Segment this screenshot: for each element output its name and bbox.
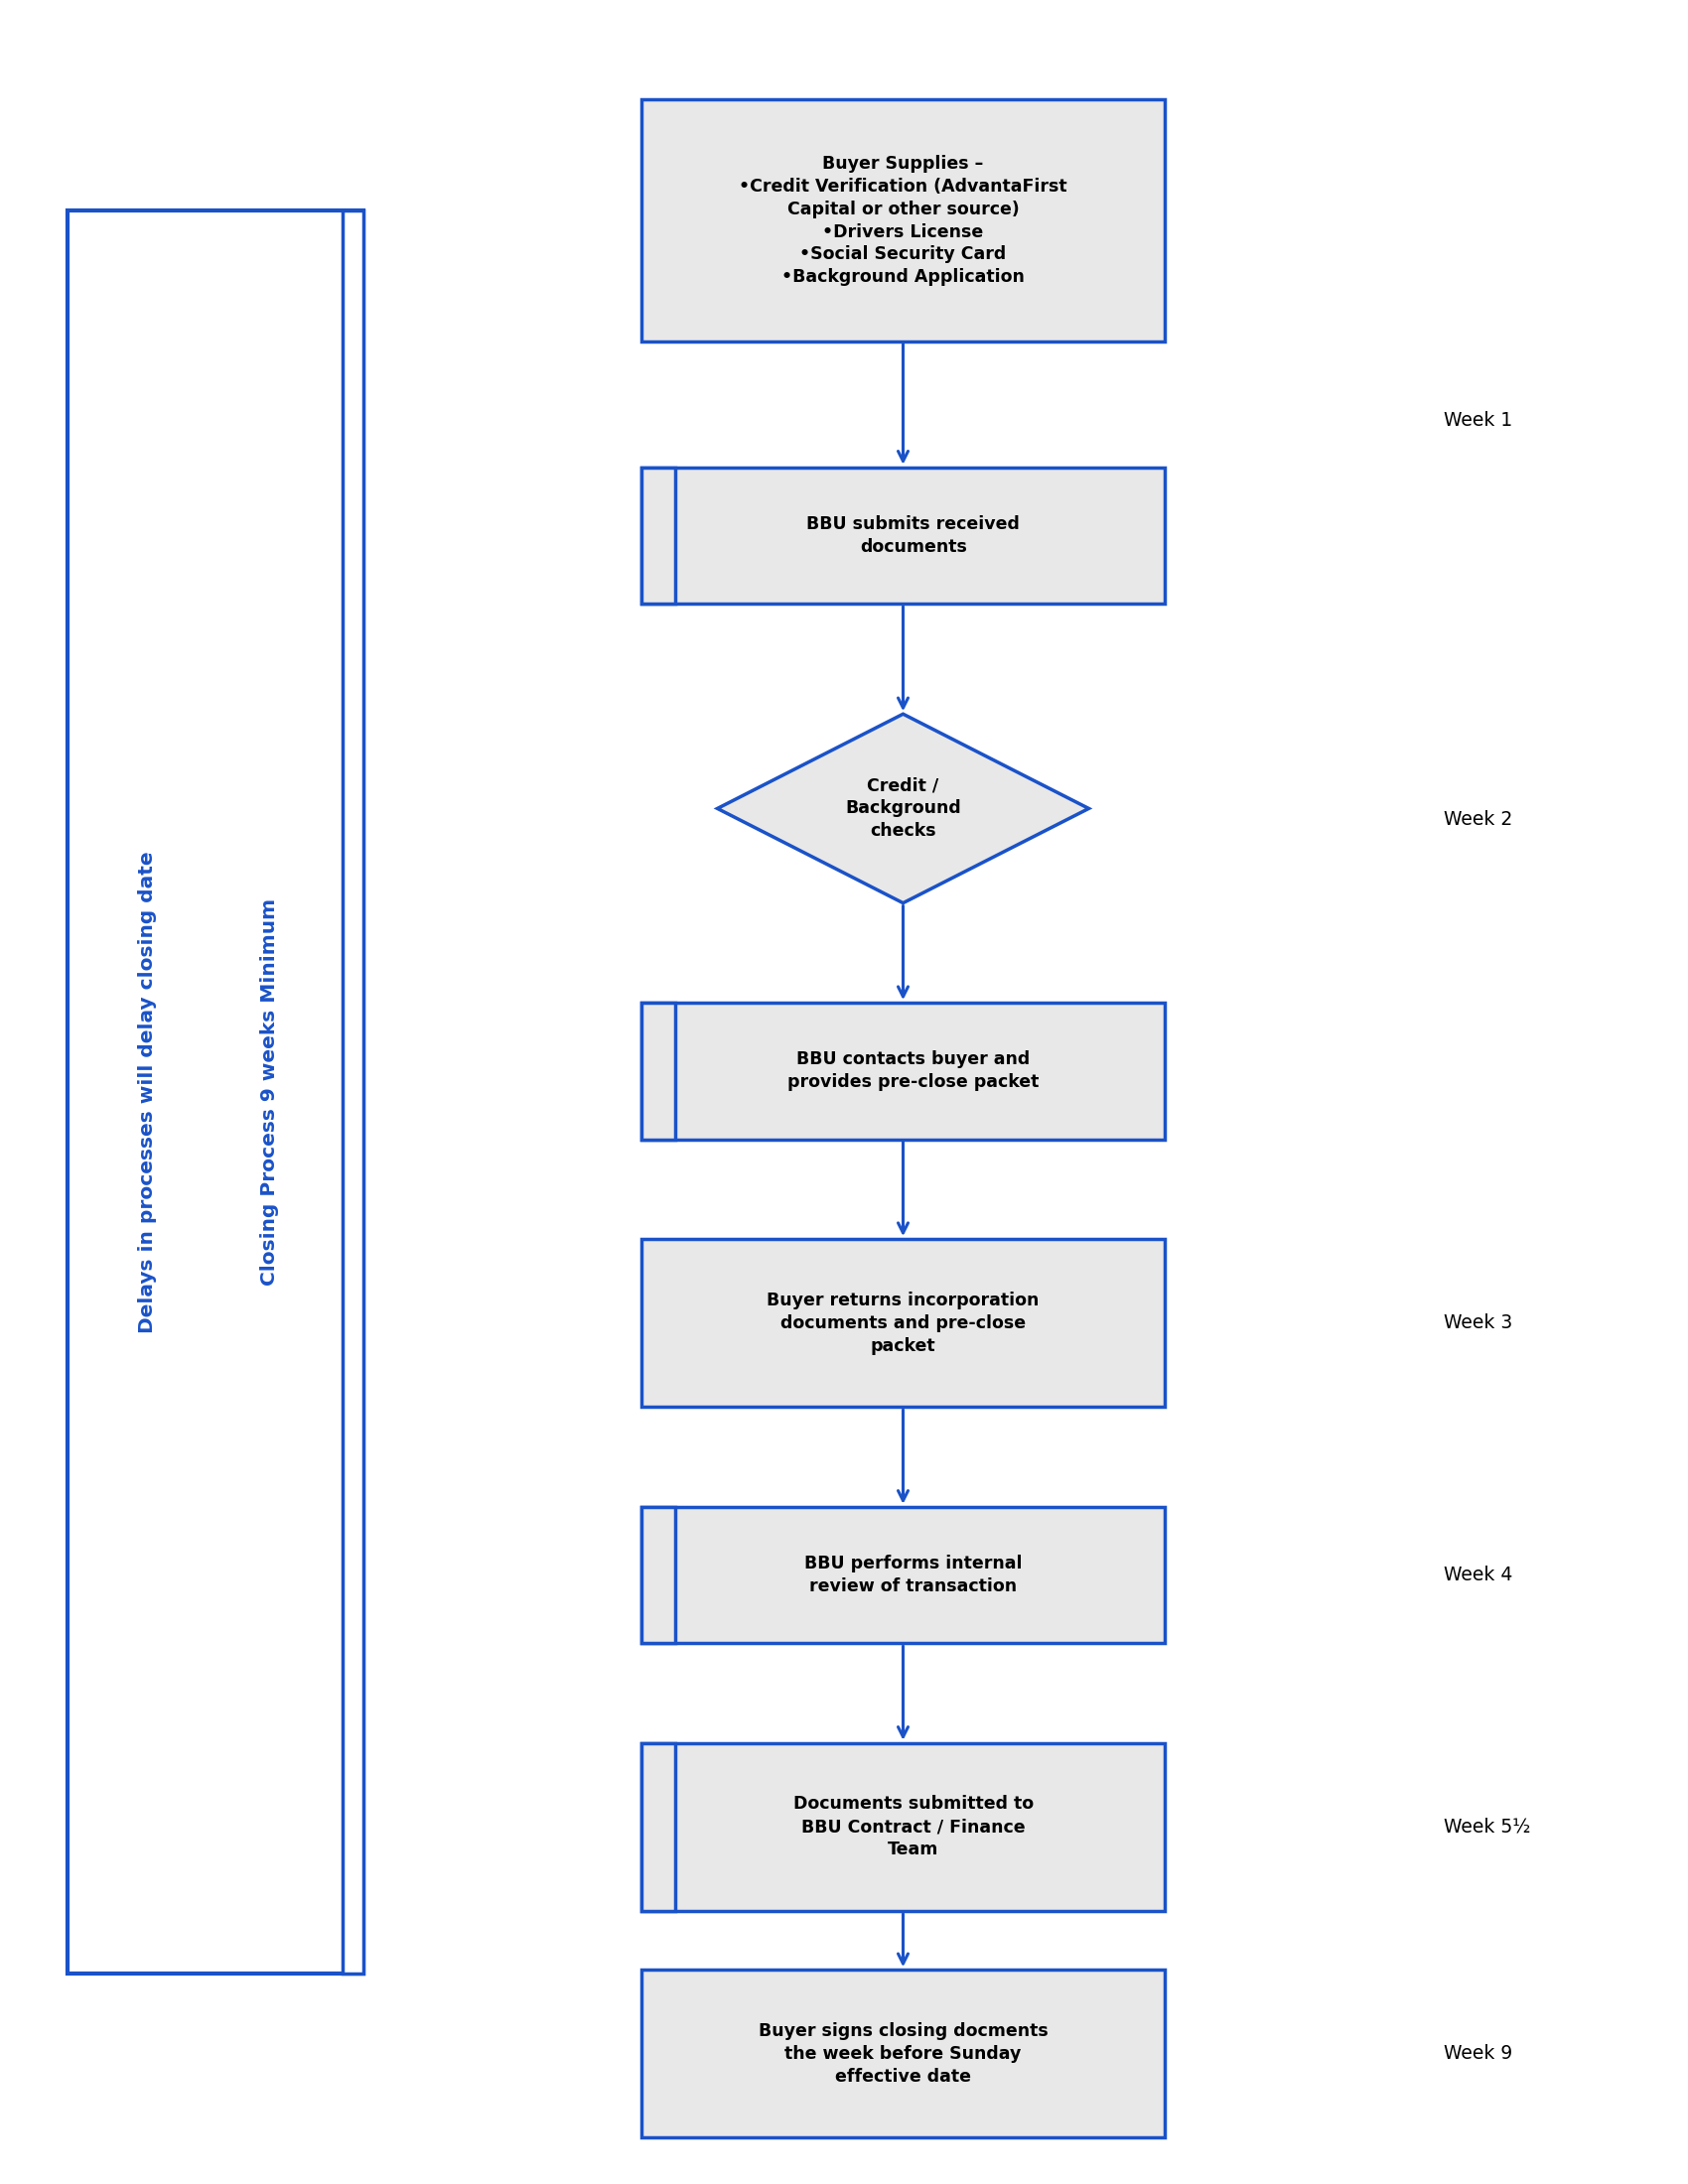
- FancyBboxPatch shape: [343, 210, 363, 1974]
- FancyBboxPatch shape: [641, 467, 675, 603]
- FancyBboxPatch shape: [641, 1507, 1165, 1642]
- FancyBboxPatch shape: [641, 467, 1165, 603]
- FancyBboxPatch shape: [641, 1507, 675, 1642]
- Text: Credit /
Background
checks: Credit / Background checks: [846, 778, 960, 841]
- Text: BBU contacts buyer and
provides pre-close packet: BBU contacts buyer and provides pre-clos…: [787, 1051, 1040, 1092]
- Text: BBU submits received
documents: BBU submits received documents: [807, 515, 1020, 555]
- Text: Buyer returns incorporation
documents and pre-close
packet: Buyer returns incorporation documents an…: [766, 1291, 1040, 1354]
- Text: Week 3: Week 3: [1443, 1313, 1512, 1332]
- Text: Week 4: Week 4: [1443, 1566, 1512, 1583]
- FancyBboxPatch shape: [641, 1743, 675, 1911]
- Text: Closing Process 9 weeks Minimum: Closing Process 9 weeks Minimum: [260, 898, 279, 1286]
- FancyBboxPatch shape: [641, 1002, 1165, 1140]
- Text: Delays in processes will delay closing date: Delays in processes will delay closing d…: [138, 852, 157, 1332]
- Text: Week 2: Week 2: [1443, 810, 1512, 828]
- FancyBboxPatch shape: [641, 1002, 675, 1140]
- Text: Week 1: Week 1: [1443, 411, 1512, 430]
- Text: Buyer signs closing docments
the week before Sunday
effective date: Buyer signs closing docments the week be…: [758, 2022, 1048, 2086]
- FancyBboxPatch shape: [641, 1970, 1165, 2138]
- Text: Buyer Supplies –
•Credit Verification (AdvantaFirst
Capital or other source)
•Dr: Buyer Supplies – •Credit Verification (A…: [739, 155, 1067, 286]
- FancyBboxPatch shape: [641, 1238, 1165, 1406]
- Text: Documents submitted to
BBU Contract / Finance
Team: Documents submitted to BBU Contract / Fi…: [793, 1795, 1033, 1859]
- FancyBboxPatch shape: [641, 100, 1165, 341]
- Text: BBU performs internal
review of transaction: BBU performs internal review of transact…: [803, 1555, 1023, 1594]
- Polygon shape: [717, 714, 1089, 902]
- FancyBboxPatch shape: [641, 1743, 1165, 1911]
- Text: Week 5½: Week 5½: [1443, 1817, 1529, 1837]
- FancyBboxPatch shape: [68, 210, 363, 1974]
- Text: Week 9: Week 9: [1443, 2044, 1512, 2064]
